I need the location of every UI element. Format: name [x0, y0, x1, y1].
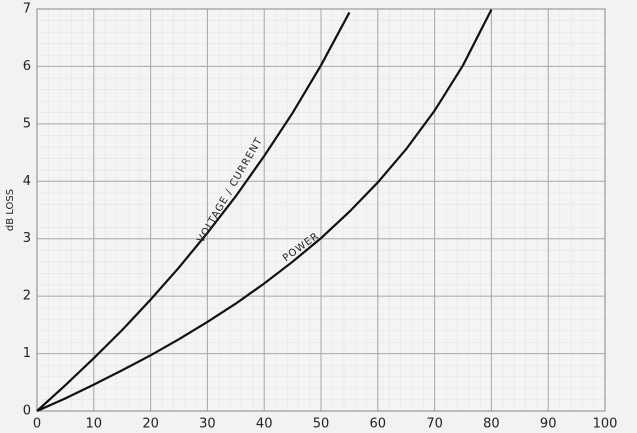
y-tick-label: 2 [23, 289, 31, 304]
x-tick-label: 30 [199, 417, 216, 432]
x-tick-label: 0 [33, 417, 41, 432]
y-tick-label: 4 [23, 174, 31, 189]
plot-frame [36, 8, 606, 412]
x-tick-label: 70 [426, 417, 443, 432]
line [36, 11, 351, 412]
y-tick-label: 3 [23, 231, 31, 246]
x-tick-label: 90 [540, 417, 557, 432]
x-tick-label: 10 [86, 417, 103, 432]
x-tick-label: 60 [370, 417, 387, 432]
y-tick-label: 0 [23, 404, 31, 419]
x-tick-label: 100 [593, 417, 618, 432]
x-tick-label: 20 [142, 417, 159, 432]
y-tick-label: 5 [23, 116, 31, 131]
y-axis-label: dB LOSS [5, 189, 16, 231]
x-tick-label: 50 [313, 417, 330, 432]
y-tick-label: 7 [23, 2, 31, 17]
x-tick-label: 80 [483, 417, 500, 432]
line [36, 9, 493, 413]
x-tick-label: 40 [256, 417, 273, 432]
y-tick-label: 6 [23, 59, 31, 74]
y-tick-label: 1 [23, 346, 31, 361]
